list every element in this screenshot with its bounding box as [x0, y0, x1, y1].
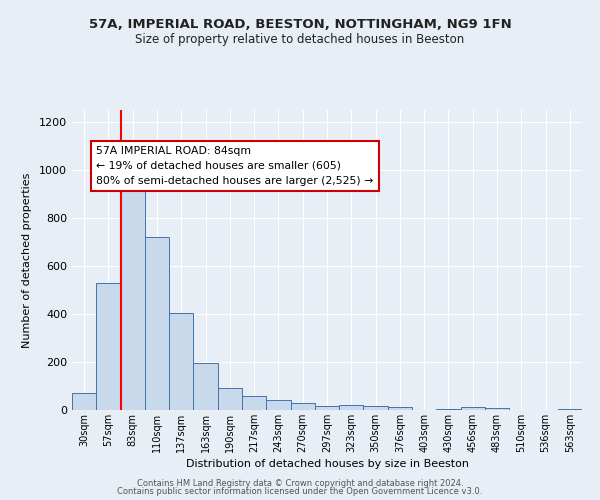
Y-axis label: Number of detached properties: Number of detached properties: [22, 172, 32, 348]
Text: 57A, IMPERIAL ROAD, BEESTON, NOTTINGHAM, NG9 1FN: 57A, IMPERIAL ROAD, BEESTON, NOTTINGHAM,…: [89, 18, 511, 30]
Bar: [145, 237, 169, 410]
Bar: [558, 409, 582, 410]
Bar: [218, 388, 242, 410]
Bar: [96, 283, 121, 410]
Bar: [388, 407, 412, 410]
Bar: [169, 313, 193, 410]
Bar: [339, 405, 364, 410]
Text: Contains public sector information licensed under the Open Government Licence v3: Contains public sector information licen…: [118, 487, 482, 496]
Text: 57A IMPERIAL ROAD: 84sqm
← 19% of detached houses are smaller (605)
80% of semi-: 57A IMPERIAL ROAD: 84sqm ← 19% of detach…: [96, 146, 374, 186]
Bar: [121, 170, 145, 410]
Bar: [242, 396, 266, 410]
Bar: [436, 409, 461, 410]
Bar: [364, 406, 388, 410]
Bar: [485, 408, 509, 410]
Bar: [266, 400, 290, 410]
Text: Contains HM Land Registry data © Crown copyright and database right 2024.: Contains HM Land Registry data © Crown c…: [137, 478, 463, 488]
Bar: [315, 406, 339, 410]
Bar: [290, 403, 315, 410]
Bar: [72, 393, 96, 410]
Bar: [461, 407, 485, 410]
Bar: [193, 362, 218, 410]
X-axis label: Distribution of detached houses by size in Beeston: Distribution of detached houses by size …: [185, 459, 469, 469]
Text: Size of property relative to detached houses in Beeston: Size of property relative to detached ho…: [136, 32, 464, 46]
